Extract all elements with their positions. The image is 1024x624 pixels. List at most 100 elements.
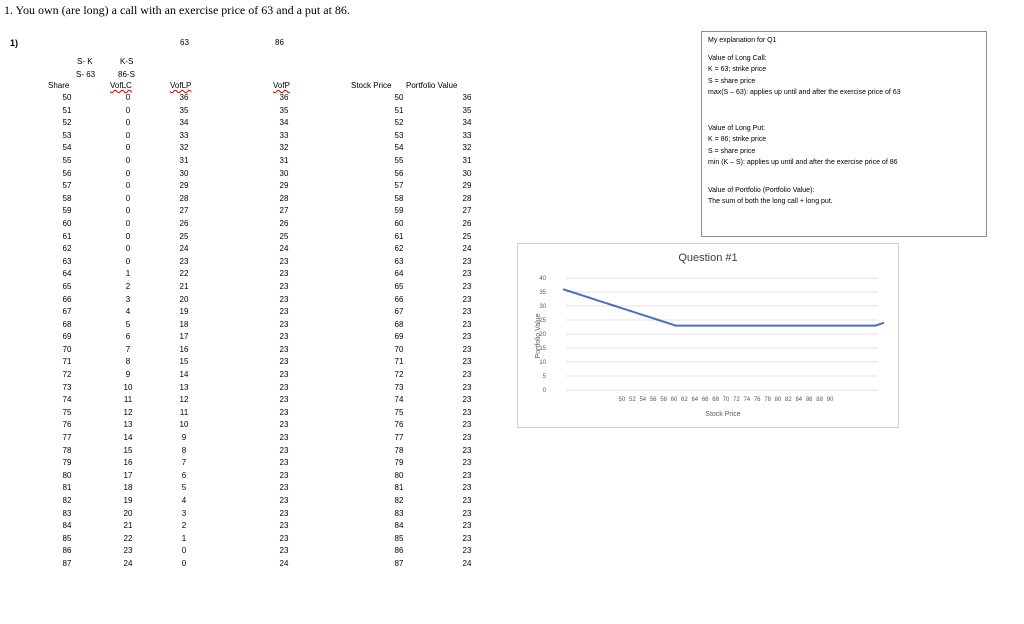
vofp-cell: 23 (279, 294, 289, 304)
portfolio-value-cell: 23 (462, 395, 472, 405)
x-tick-label: 54 (639, 397, 646, 403)
portfolio-value-cell: 23 (462, 357, 472, 367)
portfolio-desc: The sum of both the long call + long put… (708, 198, 833, 205)
stock-price-cell: 65 (394, 281, 404, 291)
volp-cell: 20 (179, 294, 189, 304)
portfolio-value-cell: 23 (462, 307, 472, 317)
x-tick-label: 64 (691, 397, 698, 403)
volp-cell: 8 (181, 445, 187, 455)
share-cell: 72 (62, 370, 72, 380)
stock-price-cell: 57 (394, 181, 404, 191)
portfolio-value-cell: 25 (462, 231, 472, 241)
volp-cell: 23 (179, 256, 189, 266)
vofp-cell: 23 (279, 420, 289, 430)
vofp-cell: 23 (279, 395, 289, 405)
stock-price-cell: 80 (394, 470, 404, 480)
vofp-cell: 23 (279, 458, 289, 468)
stock-price-cell: 53 (394, 130, 404, 140)
volp-cell: 18 (179, 319, 189, 329)
volp-cell: 36 (179, 93, 189, 102)
share-cell: 71 (62, 357, 72, 367)
share-cell: 82 (62, 496, 72, 505)
vofp-cell: 30 (279, 168, 289, 178)
x-tick-label: 58 (660, 397, 667, 403)
volc-cell: 16 (123, 458, 133, 468)
volc-cell: 23 (123, 546, 133, 556)
x-tick-label: 68 (712, 397, 719, 403)
volp-cell: 7 (181, 458, 187, 468)
stock-price-cell: 85 (394, 533, 404, 543)
share-cell: 62 (62, 244, 72, 254)
share-cell: 52 (62, 118, 72, 128)
portfolio-value-cell: 23 (462, 344, 472, 354)
portfolio-value-cell: 23 (462, 319, 472, 329)
volp-cell: 3 (181, 508, 187, 518)
stock-price-cell: 60 (394, 218, 404, 228)
portfolio-value-cell: 31 (462, 155, 472, 165)
share-cell: 67 (62, 307, 72, 317)
explanation-box: My explanation for Q1 Value of Long Call… (701, 31, 987, 237)
stock-price-cell: 63 (394, 256, 404, 266)
portfolio-value-cell: 23 (462, 269, 472, 279)
stock-price-cell: 56 (394, 168, 404, 178)
x-tick-label: 78 (764, 397, 771, 403)
share-cell: 66 (62, 294, 72, 304)
stock-price-cell: 64 (394, 269, 404, 279)
volc-cell: 18 (123, 483, 133, 493)
portfolio-value-cell: 23 (462, 256, 472, 266)
volp-cell: 30 (179, 168, 189, 178)
stock-price-cell: 75 (394, 407, 404, 417)
ks-header-1: K-S (120, 57, 134, 66)
volc-cell: 11 (123, 395, 133, 405)
stock-price-cell: 74 (394, 395, 404, 405)
volc-cell: 6 (125, 332, 131, 342)
x-tick-label: 70 (723, 397, 730, 403)
volp-cell: 32 (179, 143, 189, 153)
portfolio-value-cell: 32 (462, 143, 472, 153)
put-k: K = 86; strike price (708, 136, 767, 143)
call-s: S = share price (708, 77, 756, 85)
call-formula: max(S – 63): applies up until and after … (708, 89, 901, 96)
volp-cell: 19 (179, 307, 189, 317)
explanation-heading: My explanation for Q1 (708, 37, 777, 44)
volc-cell: 19 (123, 496, 133, 505)
volp-cell: 31 (179, 155, 189, 165)
x-tick-label: 60 (671, 397, 678, 403)
share-cell: 60 (62, 218, 72, 228)
volc-cell: 7 (125, 344, 131, 354)
vofp-cell: 25 (279, 231, 289, 241)
portfolio-value-cell: 23 (462, 281, 472, 291)
volp-cell: 11 (179, 407, 189, 417)
y-tick-label: 20 (539, 332, 546, 338)
portfolio-value-cell: 23 (462, 332, 472, 342)
volp-cell: 5 (181, 483, 187, 493)
volc-cell: 17 (123, 470, 133, 480)
stock-price-cell: 78 (394, 445, 404, 455)
y-tick-label: 35 (539, 290, 546, 296)
vofp-cell: 23 (279, 433, 289, 443)
volp-cell: 34 (179, 118, 189, 128)
stock-price-cell: 81 (394, 483, 404, 493)
share-cell: 58 (62, 193, 72, 203)
share-cell: 53 (62, 130, 72, 140)
vofp-cell: 23 (279, 470, 289, 480)
share-cell: 64 (62, 269, 72, 279)
portfolio-value-cell: 23 (462, 508, 472, 518)
vofp-cell: 26 (279, 218, 289, 228)
volc-cell: 0 (125, 155, 131, 165)
volc-cell: 21 (123, 521, 133, 531)
vofp-cell: 23 (279, 256, 289, 266)
sk-header-2: S- 63 (76, 70, 96, 79)
volc-cell: 0 (125, 93, 131, 102)
portfolio-value-cell: 23 (462, 496, 472, 505)
x-tick-label: 82 (785, 397, 792, 403)
stock-price-cell: 55 (394, 155, 404, 165)
ks-header-2: 86-S (118, 70, 135, 79)
share-cell: 74 (62, 395, 72, 405)
share-cell: 63 (62, 256, 72, 266)
stock-price-cell: 87 (394, 558, 404, 568)
volp-cell: 6 (181, 470, 187, 480)
volc-cell: 0 (125, 256, 131, 266)
volp-cell: 15 (179, 357, 189, 367)
